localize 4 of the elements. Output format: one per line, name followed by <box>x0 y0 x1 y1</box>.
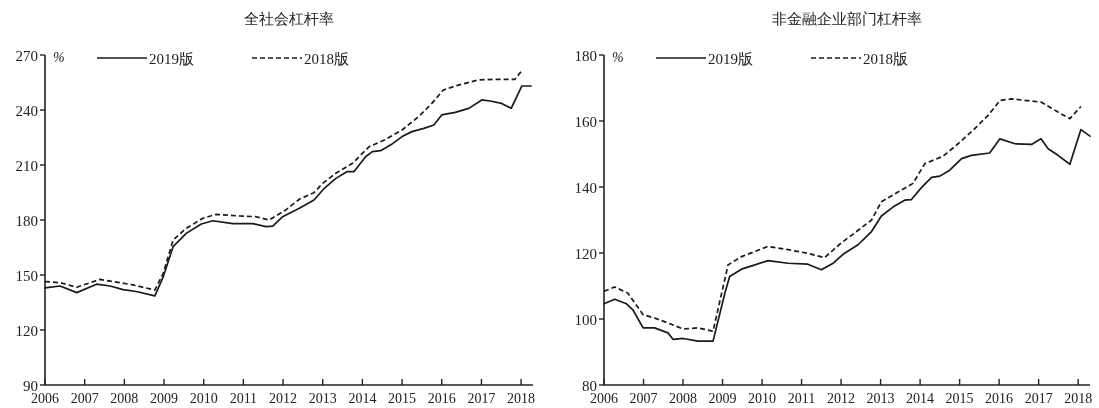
title: 全社会杠杆率 <box>244 11 334 27</box>
ylabel: % <box>53 50 65 65</box>
title: 非金融企业部门杠杆率 <box>772 11 922 27</box>
ylabel: % <box>612 50 624 65</box>
